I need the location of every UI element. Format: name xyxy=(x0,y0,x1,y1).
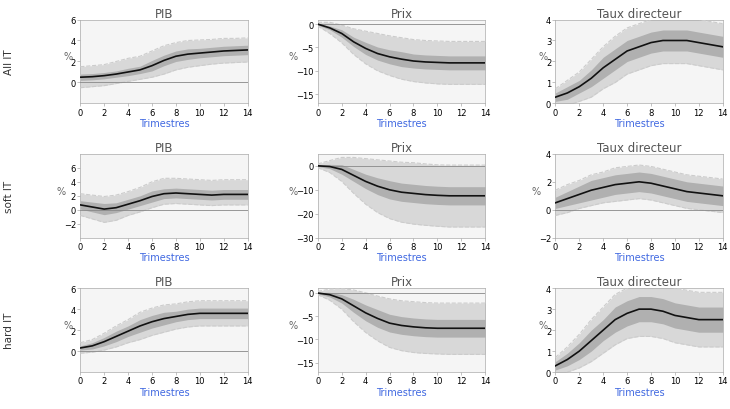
Title: Taux directeur: Taux directeur xyxy=(597,276,681,288)
X-axis label: Trimestres: Trimestres xyxy=(376,253,427,263)
Y-axis label: %: % xyxy=(289,52,298,62)
Title: PIB: PIB xyxy=(155,142,173,155)
Y-axis label: %: % xyxy=(289,320,298,330)
X-axis label: Trimestres: Trimestres xyxy=(614,253,664,263)
Y-axis label: %: % xyxy=(289,187,298,196)
X-axis label: Trimestres: Trimestres xyxy=(614,387,664,397)
Title: Prix: Prix xyxy=(391,7,412,20)
Title: Taux directeur: Taux directeur xyxy=(597,142,681,155)
Text: All IT: All IT xyxy=(4,49,14,75)
Y-axis label: %: % xyxy=(539,320,548,330)
Y-axis label: %: % xyxy=(539,52,548,62)
X-axis label: Trimestres: Trimestres xyxy=(614,119,664,129)
Text: soft IT: soft IT xyxy=(4,180,14,212)
Title: Prix: Prix xyxy=(391,142,412,155)
X-axis label: Trimestres: Trimestres xyxy=(139,387,189,397)
Title: PIB: PIB xyxy=(155,276,173,288)
Y-axis label: %: % xyxy=(531,187,541,196)
Text: hard IT: hard IT xyxy=(4,312,14,348)
Y-axis label: %: % xyxy=(64,320,72,330)
Y-axis label: %: % xyxy=(64,52,72,62)
X-axis label: Trimestres: Trimestres xyxy=(376,387,427,397)
Title: PIB: PIB xyxy=(155,7,173,20)
X-axis label: Trimestres: Trimestres xyxy=(376,119,427,129)
Title: Prix: Prix xyxy=(391,276,412,288)
X-axis label: Trimestres: Trimestres xyxy=(139,119,189,129)
Title: Taux directeur: Taux directeur xyxy=(597,7,681,20)
X-axis label: Trimestres: Trimestres xyxy=(139,253,189,263)
Y-axis label: %: % xyxy=(56,187,66,196)
